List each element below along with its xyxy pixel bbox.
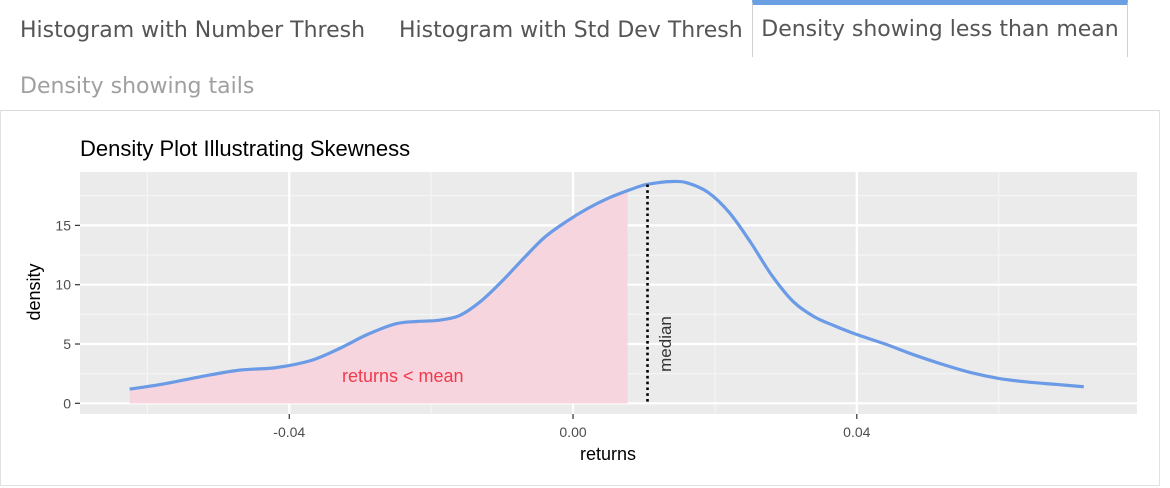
annotation-median: median [656,316,675,372]
tab-density-showing-tails[interactable]: Density showing tails [20,74,255,99]
tab-bar: Histogram with Number Thresh Histogram w… [0,0,1160,111]
shaded-area-below-mean [129,190,628,404]
y-tick-label: 15 [55,217,71,233]
y-axis-label: density [24,263,44,320]
x-tick-label: -0.04 [273,424,305,440]
tab-panel [0,110,1160,486]
tab-histogram-number-thresh[interactable]: Histogram with Number Thresh [20,18,366,43]
tab-density-less-than-mean[interactable]: Density showing less than mean [752,0,1128,57]
density-curve [129,179,1084,391]
chart-title: Density Plot Illustrating Skewness [80,136,410,161]
y-axis: 0 5 10 15 [55,217,80,411]
y-tick-label: 0 [63,395,71,411]
x-tick-label: 0.04 [843,424,870,440]
tab-histogram-std-dev-thresh[interactable]: Histogram with Std Dev Thresh [399,18,743,43]
x-tick-label: 0.00 [559,424,586,440]
x-axis-label: returns [580,444,636,464]
y-tick-label: 10 [55,277,71,293]
y-tick-label: 5 [63,336,71,352]
x-axis: -0.04 0.00 0.04 [273,414,871,440]
annotation-returns-less-than-mean: returns < mean [342,366,464,386]
